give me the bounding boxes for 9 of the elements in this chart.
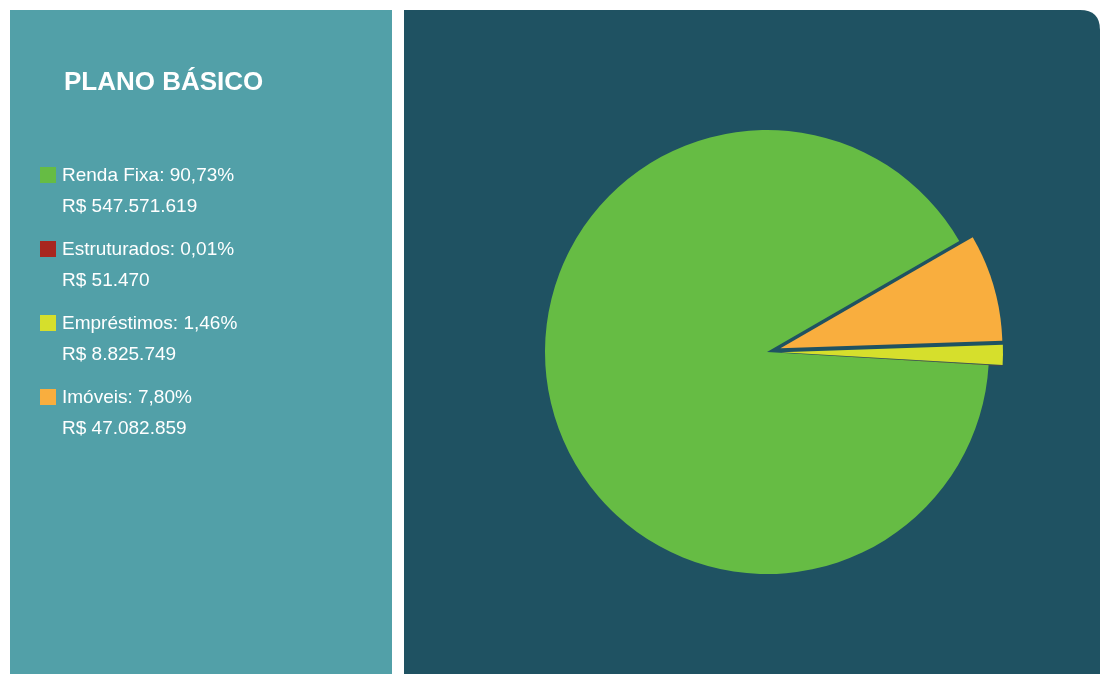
chart-title: PLANO BÁSICO [64, 66, 264, 96]
legend-label: Renda Fixa: 90,73% [62, 164, 235, 185]
data-label: R$ 547.571.619 [62, 195, 198, 216]
legend-label: Empréstimos: 1,46% [62, 312, 238, 333]
legend-label: Estruturados: 0,01% [62, 238, 235, 259]
data-label: R$ 47.082.859 [62, 417, 187, 438]
data-label: R$ 8.825.749 [62, 343, 177, 364]
data-label: R$ 51.470 [62, 269, 150, 290]
legend-label: Imóveis: 7,80% [62, 386, 192, 407]
